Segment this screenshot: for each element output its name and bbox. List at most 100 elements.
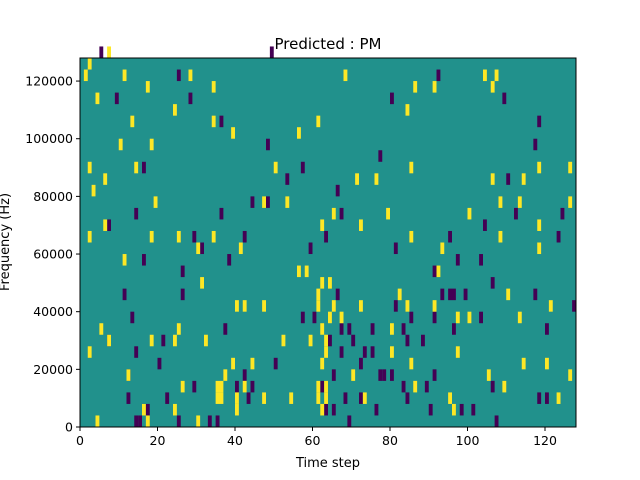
heatmap-cell-high — [316, 392, 321, 404]
heatmap-cell-high — [122, 254, 127, 266]
heatmap-cell-high — [176, 230, 181, 243]
heatmap-cell-low — [560, 207, 565, 220]
heatmap-cell-high — [297, 265, 301, 278]
y-tick-label: 60000 — [33, 247, 73, 262]
chart-title: Predicted : PM — [275, 35, 382, 53]
heatmap-cell-high — [145, 81, 150, 93]
heatmap-cell-high — [537, 242, 542, 255]
heatmap-cell-high — [176, 323, 181, 335]
heatmap-cell-high — [107, 46, 111, 58]
heatmap-cell-low — [343, 392, 348, 404]
heatmap-cell-high — [173, 104, 177, 116]
heatmap-cell-high — [180, 380, 185, 393]
heatmap-cell-high — [316, 300, 321, 312]
heatmap-cell-low — [537, 115, 542, 128]
heatmap-cell-low — [227, 254, 232, 266]
heatmap-cell-high — [432, 81, 437, 93]
heatmap-cell-high — [262, 196, 266, 208]
heatmap-cell-low — [421, 334, 425, 347]
heatmap-cell-low — [246, 392, 251, 404]
heatmap-cell-low — [374, 403, 379, 416]
heatmap-cell-low — [545, 323, 549, 335]
heatmap-cell-high — [467, 311, 472, 324]
heatmap-cell-low — [266, 196, 270, 208]
heatmap-cell-low — [428, 403, 433, 416]
heatmap-cell-low — [176, 415, 181, 427]
heatmap-cell-high — [242, 380, 247, 393]
heatmap-cell-low — [273, 357, 278, 370]
x-tick-label: 80 — [382, 433, 398, 448]
heatmap-cell-high — [173, 334, 177, 347]
y-axis-label: Frequency (Hz) — [0, 193, 13, 291]
y-tick-label: 80000 — [33, 189, 73, 204]
heatmap-cell-low — [180, 265, 185, 278]
heatmap-cell-low — [242, 230, 247, 243]
heatmap-cell-low — [300, 311, 305, 324]
heatmap-cell-high — [316, 380, 321, 393]
heatmap-cell-low — [142, 254, 146, 266]
heatmap-cell-high — [188, 69, 193, 82]
heatmap-cell-high — [238, 242, 243, 255]
heatmap-cell-low — [545, 392, 549, 404]
heatmap-cell-high — [103, 219, 108, 231]
heatmap-cell-low — [219, 115, 224, 128]
heatmap-cell-high — [409, 161, 414, 174]
heatmap-cell-high — [494, 69, 499, 82]
heatmap-cell-low — [533, 288, 538, 301]
heatmap-cell-high — [235, 392, 239, 404]
heatmap-cell-high — [413, 81, 418, 93]
heatmap-cell-high — [196, 242, 201, 255]
heatmap-cell-high — [211, 230, 216, 243]
heatmap-cell-low — [339, 207, 344, 220]
heatmap-cell-high — [200, 277, 204, 289]
heatmap-cell-high — [83, 69, 88, 82]
heatmap-cell-high — [324, 334, 328, 347]
heatmap-cell-low — [235, 380, 239, 393]
heatmap-cell-high — [324, 380, 328, 393]
heatmap-cell-high — [548, 300, 553, 312]
heatmap-cell-low — [378, 150, 383, 162]
heatmap-cell-high — [390, 323, 394, 335]
heatmap-cell-low — [242, 369, 247, 381]
heatmap-cell-low — [339, 346, 344, 358]
heatmap-cell-low — [331, 403, 336, 416]
heatmap-cell-low — [390, 369, 394, 381]
heatmap-cell-low — [448, 288, 452, 301]
heatmap-cell-high — [452, 403, 456, 416]
heatmap-cell-high — [343, 69, 348, 82]
heatmap-cell-low — [463, 288, 468, 301]
heatmap-cell-high — [173, 403, 177, 416]
heatmap-cell-high — [436, 265, 441, 278]
heatmap-plot-area — [79, 46, 577, 428]
heatmap-cell-high — [455, 311, 460, 324]
heatmap-cell-low — [370, 323, 375, 335]
heatmap-cell-low — [200, 242, 204, 255]
heatmap-cell-low — [409, 311, 414, 324]
heatmap-cell-high — [153, 196, 158, 208]
heatmap-cell-high — [324, 346, 328, 358]
heatmap-cell-low — [490, 380, 495, 393]
heatmap-cell-high — [413, 380, 418, 393]
heatmap-cell-low — [122, 288, 127, 301]
heatmap-cell-high — [126, 369, 131, 381]
heatmap-cell-high — [320, 357, 325, 370]
heatmap-cell-high — [273, 161, 278, 174]
x-tick-label: 120 — [533, 433, 557, 448]
heatmap-cell-high — [537, 219, 542, 231]
heatmap-cell-high — [231, 127, 235, 139]
heatmap-cell-high — [304, 265, 309, 278]
heatmap-cell-low — [405, 334, 410, 347]
heatmap-cell-high — [87, 346, 92, 358]
heatmap-cell-high — [359, 300, 363, 312]
heatmap-cell-high — [223, 369, 228, 381]
plot-frame — [79, 57, 577, 428]
heatmap-cell-low — [347, 323, 352, 335]
heatmap-cell-high — [235, 300, 239, 312]
heatmap-cell-high — [87, 161, 92, 174]
heatmap-cell-low — [483, 219, 487, 231]
heatmap-cell-high — [211, 81, 216, 93]
heatmap-cell-low — [471, 403, 476, 416]
heatmap-cell-high — [91, 184, 96, 197]
heatmap-cell-high — [149, 230, 154, 243]
heatmap-cell-low — [494, 415, 499, 427]
